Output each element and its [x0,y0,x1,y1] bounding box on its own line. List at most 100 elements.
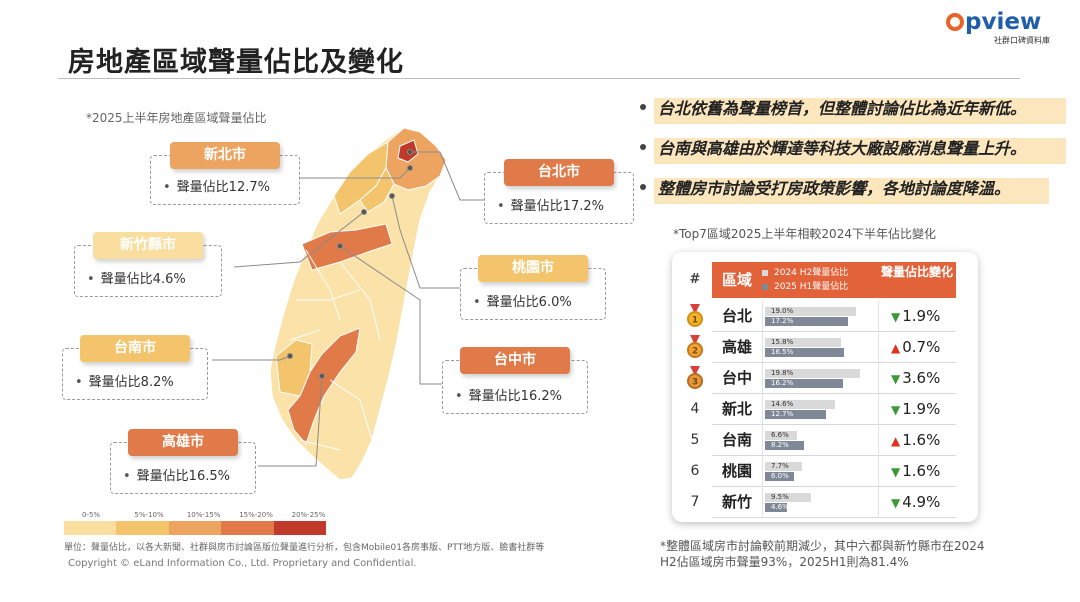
change-value: 1.9% [902,400,941,418]
title-divider [58,78,1020,79]
map-caption: *2025上半年房地產區域聲量佔比 [86,111,267,125]
copyright: Copyright © eLand Information Co., Ltd. … [68,558,417,569]
callout-tag: 新北市 [170,142,280,169]
rank-number: 2 [681,332,709,363]
triangle-up-icon: ▲ [891,434,901,448]
legend-label: 15%-20% [239,511,273,519]
rank-number: 6 [690,463,700,479]
callout-new-taipei: 新北市 聲量佔比12.7% [150,142,300,205]
change-value: 4.9% [902,493,941,511]
change-cell: ▲ 0.7% [878,332,956,363]
header-legend: 2024 H2聲量佔比 2025 H1聲量佔比 [762,262,878,298]
leader-line-tainan [212,355,291,361]
region-kaohsiung [287,327,361,445]
change-value: 1.6% [902,462,941,480]
map-footnote: 單位：聲量佔比，以各大新聞、社群與房市討論區版位聲量進行分析，包含Mobile0… [64,543,545,553]
bar-cell: 15.8% 16.5% [762,332,878,363]
insight-item: 台南與高雄由於輝達等科技大廠設廠消息聲量上升。 [640,133,1070,165]
leader-line-new-taipei [300,167,411,179]
change-cell: ▼ 4.9% [878,487,956,518]
bar-2025h1: 17.2% [765,317,848,326]
leader-line-taoyuan [391,195,460,289]
triangle-down-icon: ▼ [891,403,901,417]
triangle-down-icon: ▼ [891,496,901,510]
region-name: 桃園 [712,456,762,487]
legend-h1-label: 2025 H1聲量佔比 [774,282,849,292]
region-taichung [301,223,393,271]
insight-text: 整體房市討論受打房政策影響，各地討論度降溫。 [658,179,1011,198]
triangle-down-icon: ▼ [891,310,901,324]
callout-taichung: 台中市 聲量佔比16.2% [442,347,588,414]
change-cell: ▲ 1.6% [878,425,956,456]
rank-number: 1 [681,301,709,332]
silver-medal-icon: 2 [687,335,703,358]
bar-2025h1: 8.2% [765,441,805,450]
legend-label: 0-5% [82,511,101,519]
header-rank: # [689,272,701,287]
table-row: 4 新北 14.6% 12.7% ▼ 1.9% [681,394,956,425]
leader-line-taipei [410,151,484,201]
region-taipei [397,139,419,163]
callout-tag: 台北市 [504,159,614,186]
callout-tag: 桃園市 [478,255,588,282]
callout-value: 聲量佔比8.2% [75,371,174,390]
change-value: 1.9% [902,307,941,325]
triangle-down-icon: ▼ [891,372,901,386]
bar-2024h2: 19.0% [765,307,857,316]
region-new-taipei [385,127,447,191]
legend-label: 10%-15% [186,511,221,519]
rank-number: 5 [690,432,700,448]
bar-2025h1: 16.2% [765,379,843,388]
callout-kaohsiung: 高雄市 聲量佔比16.5% [110,429,256,494]
table-note: *整體區域房市討論較前期減少，其中六都與新竹縣市在2024 H2佔區域房市聲量9… [660,539,985,569]
callout-value: 聲量佔比17.2% [497,195,604,214]
table-caption: *Top7區域2025上半年相較2024下半年佔比變化 [673,227,936,241]
region-name: 新北 [712,394,762,425]
leader-line-taichung [339,245,444,385]
bullet-dot-icon [640,104,646,110]
legend-swatch-h1 [762,283,768,290]
region-name: 高雄 [712,332,762,363]
bar-2024h2: 19.8% [765,369,861,378]
insight-text: 台北依舊為聲量榜首，但整體討論佔比為近年新低。 [658,99,1027,118]
medal-rank-text: 1 [692,316,698,326]
insight-item: 整體房市討論受打房政策影響，各地討論度降溫。 [640,173,1070,205]
legend-h2-label: 2024 H2聲量佔比 [774,268,849,278]
region-name: 台中 [712,363,762,394]
region-tainan [275,339,313,397]
callout-tag: 台南市 [80,335,190,362]
bar-cell: 7.7% 6.0% [762,456,878,487]
medal-rank-text: 2 [692,347,698,357]
map-legend-bar [64,521,327,535]
legend-label: 20%-25% [291,511,326,519]
legend-swatch [64,521,117,535]
triangle-down-icon: ▼ [891,465,901,479]
gold-medal-icon: 1 [687,304,703,327]
table-row: 6 桃園 7.7% 6.0% ▼ 1.6% [681,456,956,487]
bar-2025h1: 6.0% [765,472,794,481]
legend-swatch [273,521,327,535]
change-value: 1.6% [902,431,941,449]
callout-hsinchu: 新竹縣市 聲量佔比4.6% [74,232,222,297]
medal-rank-text: 3 [692,378,698,388]
bullet-dot-icon [640,184,646,190]
bar-2025h1: 4.6% [765,503,789,512]
table-row: 3 台中 19.8% 16.2% ▼ 3.6% [681,363,956,394]
change-cell: ▼ 1.6% [878,456,956,487]
header-change: 聲量佔比變化 [878,262,956,298]
table-row: 2 高雄 15.8% 16.5% ▲ 0.7% [681,332,956,363]
bar-2024h2: 14.6% [765,400,836,409]
callout-tag: 台中市 [460,347,570,374]
region-taoyuan [359,166,395,213]
bar-cell: 19.8% 16.2% [762,363,878,394]
bar-2025h1: 12.7% [765,410,826,419]
triangle-up-icon: ▲ [891,341,901,355]
logo-o-ring-icon [946,13,964,31]
callout-taipei: 台北市 聲量佔比17.2% [484,159,634,224]
region-northwest [333,141,389,215]
bar-2024h2: 6.6% [765,431,797,440]
legend-label: 5%-10% [134,511,164,519]
bronze-medal-icon: 3 [687,366,703,389]
change-value: 0.7% [902,338,941,356]
bar-cell: 14.6% 12.7% [762,394,878,425]
